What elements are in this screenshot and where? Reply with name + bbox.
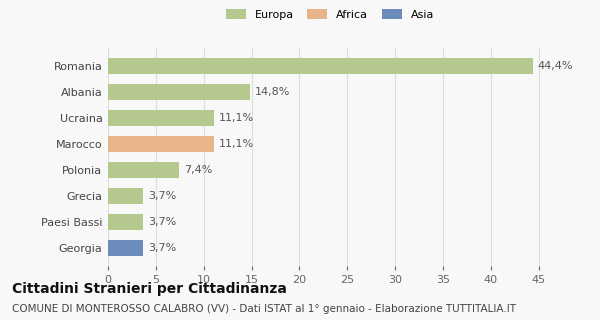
Text: 14,8%: 14,8% [254, 87, 290, 97]
Text: 11,1%: 11,1% [219, 139, 254, 149]
Text: 3,7%: 3,7% [148, 191, 176, 201]
Bar [108, 214, 143, 230]
Text: COMUNE DI MONTEROSSO CALABRO (VV) - Dati ISTAT al 1° gennaio - Elaborazione TUTT: COMUNE DI MONTEROSSO CALABRO (VV) - Dati… [12, 304, 516, 314]
Text: 3,7%: 3,7% [148, 217, 176, 227]
Legend: Europa, Africa, Asia: Europa, Africa, Asia [226, 9, 434, 20]
Text: Cittadini Stranieri per Cittadinanza: Cittadini Stranieri per Cittadinanza [12, 282, 287, 296]
Text: 11,1%: 11,1% [219, 113, 254, 123]
Text: 7,4%: 7,4% [184, 165, 212, 175]
Bar [108, 136, 214, 152]
Text: 44,4%: 44,4% [538, 61, 574, 71]
Bar [108, 162, 179, 178]
Bar [108, 240, 143, 256]
Bar [108, 58, 533, 74]
Bar [108, 84, 250, 100]
Bar [108, 188, 143, 204]
Text: 3,7%: 3,7% [148, 243, 176, 253]
Bar [108, 110, 214, 125]
